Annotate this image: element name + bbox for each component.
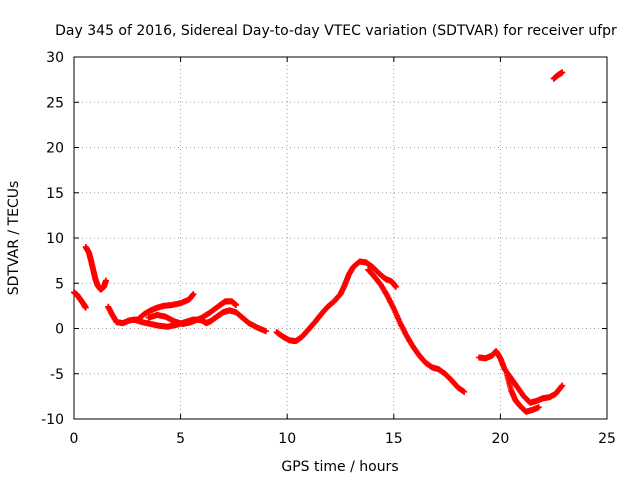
x-tick-label: 25 (598, 431, 616, 447)
y-tick-label: 20 (46, 141, 64, 157)
y-tick-label: -5 (50, 367, 64, 383)
x-tick-label: 20 (491, 431, 509, 447)
y-tick-label: 0 (55, 322, 64, 338)
y-tick-label: -10 (41, 412, 64, 428)
x-tick-label: 0 (70, 431, 79, 447)
data-points (71, 69, 566, 415)
data-point (190, 291, 197, 298)
data-point (559, 382, 566, 389)
y-tick-label: 25 (46, 95, 64, 111)
data-point (102, 277, 109, 284)
data-point (559, 69, 566, 76)
series-segment-1 (71, 289, 89, 311)
data-point (233, 301, 240, 308)
y-tick-label: 30 (46, 50, 64, 66)
x-tick-label: 5 (176, 431, 185, 447)
series-segment-8 (476, 348, 566, 406)
data-point (82, 304, 89, 311)
x-axis-label: GPS time / hours (281, 459, 398, 475)
y-tick-label: 5 (55, 276, 64, 292)
data-point (262, 328, 269, 335)
y-tick-label: 15 (46, 186, 64, 202)
chart-title: Day 345 of 2016, Sidereal Day-to-day VTE… (55, 23, 617, 39)
y-axis-label: SDTVAR / TECUs (6, 181, 22, 296)
axis-ticks: 0 5 10 15 20 25 -10 -5 0 5 10 15 20 25 30 (41, 50, 616, 447)
data-point (461, 388, 468, 395)
series-segment-10 (550, 69, 566, 82)
data-point (392, 283, 399, 290)
x-tick-label: 10 (278, 431, 296, 447)
series-segment-2 (82, 244, 109, 293)
x-tick-label: 15 (385, 431, 403, 447)
plot-frame (73, 56, 608, 420)
y-tick-label: 10 (46, 231, 64, 247)
grid (74, 57, 607, 419)
data-point (535, 404, 542, 411)
series-segment-9 (503, 370, 542, 415)
series-segment-6 (273, 258, 399, 345)
series-segment-5 (145, 298, 240, 327)
series-segment-7 (365, 266, 468, 395)
